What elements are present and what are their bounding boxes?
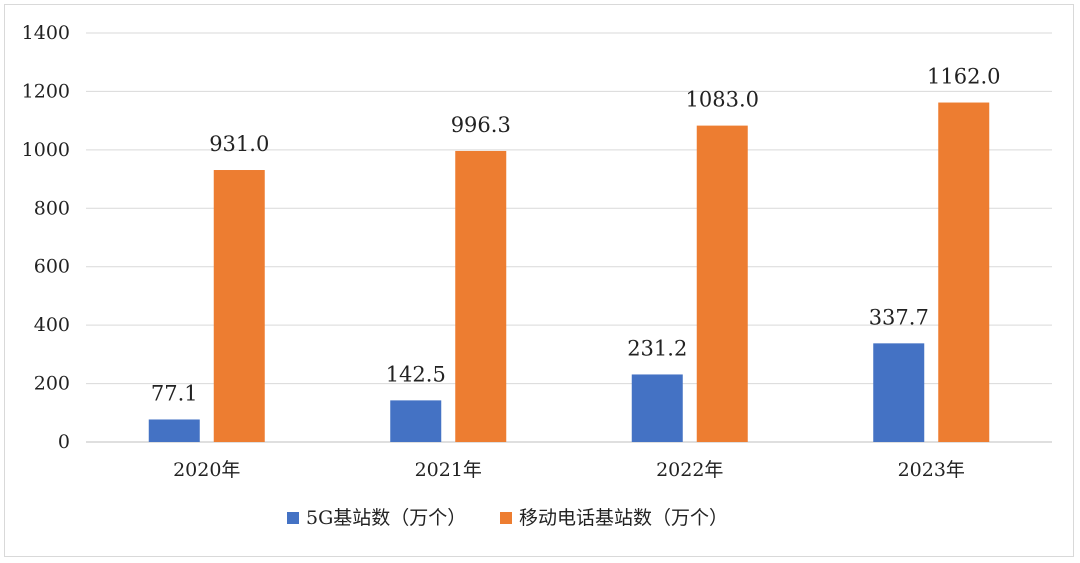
- legend-swatch: [287, 512, 299, 524]
- bar-mobile: [938, 102, 990, 442]
- bar-5g: [390, 400, 442, 442]
- x-tick-label: 2023年: [898, 459, 965, 481]
- x-tick-label: 2021年: [415, 459, 482, 481]
- bar-mobile: [696, 125, 748, 442]
- chart-frame: [4, 4, 1074, 557]
- x-tick-label: 2022年: [656, 459, 723, 481]
- legend-label: 移动电话基站数（万个）: [519, 507, 728, 529]
- y-tick-label: 1000: [22, 139, 70, 161]
- data-label: 996.3: [451, 113, 511, 137]
- y-tick-label: 200: [34, 373, 70, 395]
- y-tick-label: 400: [34, 314, 70, 336]
- data-label: 77.1: [151, 381, 198, 405]
- y-tick-label: 600: [34, 256, 70, 278]
- data-label: 931.0: [209, 132, 269, 156]
- legend-swatch: [500, 512, 512, 524]
- bar-mobile: [213, 170, 265, 442]
- bar-5g: [873, 343, 925, 442]
- data-label: 337.7: [869, 305, 929, 329]
- data-label: 1162.0: [927, 65, 1000, 89]
- data-label: 231.2: [627, 336, 687, 360]
- bar-mobile: [455, 150, 507, 443]
- data-label: 1083.0: [686, 88, 759, 112]
- data-label: 142.5: [386, 362, 446, 386]
- bar-5g: [148, 419, 200, 442]
- y-tick-label: 1400: [22, 22, 70, 44]
- y-tick-label: 800: [34, 197, 70, 219]
- bar-5g: [631, 374, 683, 442]
- legend-label: 5G基站数（万个）: [306, 507, 466, 529]
- y-tick-label: 1200: [22, 80, 70, 102]
- x-tick-label: 2020年: [173, 459, 240, 481]
- y-tick-label: 0: [58, 431, 70, 453]
